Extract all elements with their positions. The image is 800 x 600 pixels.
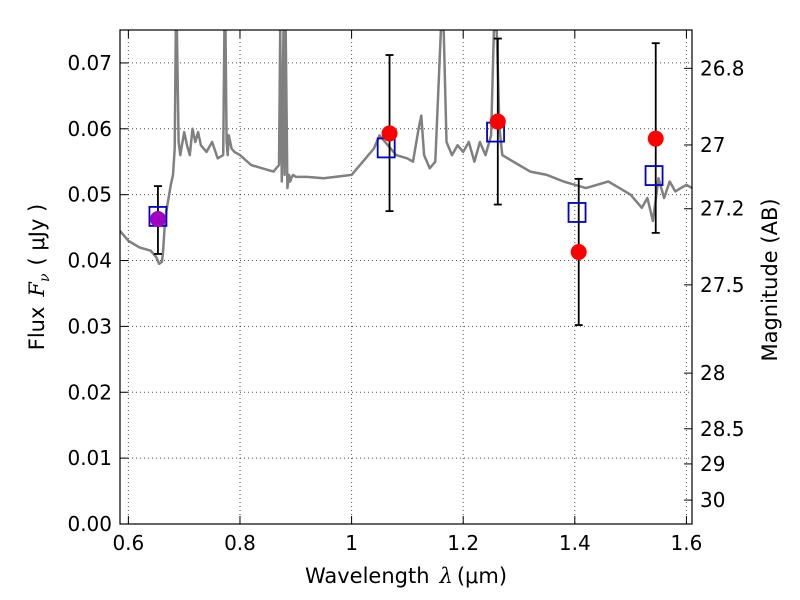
y2-tick-label: 27.2 [700,197,745,221]
x-tick-label: 1.6 [671,531,703,555]
grid-layer [120,30,692,525]
model-spectrum-line [120,30,692,266]
observed-flux-point [149,211,166,228]
y-tick-label: 0.01 [67,446,112,470]
model-photometry-square [644,165,664,186]
observed-flux-point [489,113,506,130]
spectrum-layer [120,30,692,266]
x-tick-label: 1 [345,531,358,555]
y2-tick-label: 26.8 [700,56,745,80]
plot-frame [119,29,693,525]
y-tick-label: 0.00 [67,512,112,536]
model-photometry-square [567,202,587,223]
y2-axis-label: Magnitude (AB) [758,198,782,361]
y2-tick-label: 28 [700,361,725,385]
observed-flux-point [647,130,664,147]
y-tick-label: 0.04 [67,249,112,273]
x-tick-label: 1.2 [447,531,479,555]
observed-flux-point [381,125,398,142]
marker-layer [148,113,664,260]
y-tick-label: 0.05 [67,183,112,207]
x-axis-label: Wavelength λ (μm) [305,564,507,588]
y2-tick-label: 27 [700,133,725,157]
y-tick-label: 0.06 [67,117,112,141]
tick-layer: 0.6 0.8 1 1.2 1.4 1.6 0.00 0.01 0.02 0.03 0.04 0.05… [67,30,745,555]
x-tick-label: 0.6 [112,531,144,555]
y-tick-label: 0.07 [67,51,112,75]
y2-tick-label: 27.5 [700,273,745,297]
errorbar-layer [153,37,660,326]
y-tick-label: 0.03 [67,314,112,338]
y2-tick-label: 30 [700,488,725,512]
y-tick-label: 0.02 [67,380,112,404]
y-axis-label: FluxFν( μJy ) [25,204,53,350]
y2-tick-label: 28.5 [700,417,745,441]
model-photometry-square [376,137,396,159]
x-tick-label: 1.4 [559,531,591,555]
observed-flux-point [570,243,587,260]
y2-tick-label: 29 [700,452,725,476]
x-tick-label: 0.8 [224,531,256,555]
